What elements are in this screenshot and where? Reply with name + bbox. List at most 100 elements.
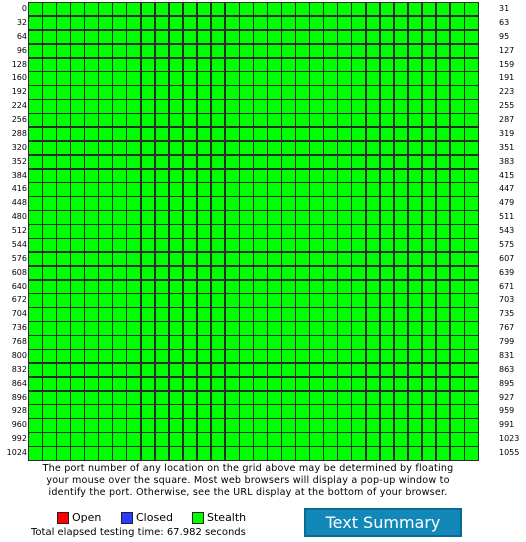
port-cell[interactable] [351,265,367,281]
port-cell[interactable] [84,113,99,128]
port-cell[interactable] [126,404,142,419]
port-cell[interactable] [295,85,310,100]
port-cell[interactable] [449,237,465,253]
port-cell[interactable] [309,113,324,128]
port-cell[interactable] [84,224,99,239]
port-cell[interactable] [98,29,113,45]
port-cell[interactable] [421,335,437,350]
port-cell[interactable] [42,210,57,225]
port-cell[interactable] [126,140,142,156]
port-cell[interactable] [84,404,99,419]
port-cell[interactable] [435,335,451,350]
port-cell[interactable] [168,126,184,142]
port-cell[interactable] [449,404,465,419]
port-cell[interactable] [281,279,296,295]
port-cell[interactable] [323,251,338,267]
port-cell[interactable] [393,321,409,336]
port-cell[interactable] [295,279,310,295]
port-cell[interactable] [98,390,113,406]
port-cell[interactable] [407,71,423,86]
port-cell[interactable] [112,307,128,322]
port-cell[interactable] [351,376,367,392]
port-cell[interactable] [323,71,338,86]
port-cell[interactable] [70,29,85,45]
port-cell[interactable] [98,196,113,211]
port-cell[interactable] [281,390,296,406]
port-cell[interactable] [463,196,479,211]
port-cell[interactable] [140,293,156,308]
port-cell[interactable] [323,362,338,378]
port-cell[interactable] [224,2,240,17]
port-cell[interactable] [168,237,184,253]
port-cell[interactable] [28,432,43,447]
port-cell[interactable] [407,196,423,211]
port-cell[interactable] [351,224,367,239]
port-cell[interactable] [309,251,324,267]
port-cell[interactable] [393,15,409,31]
port-cell[interactable] [42,237,57,253]
port-cell[interactable] [84,418,99,433]
port-cell[interactable] [182,390,198,406]
port-cell[interactable] [281,71,296,86]
port-cell[interactable] [70,113,85,128]
port-cell[interactable] [98,362,113,378]
port-cell[interactable] [210,376,226,392]
port-cell[interactable] [140,279,156,295]
port-cell[interactable] [323,348,338,364]
port-cell[interactable] [98,99,113,114]
port-cell[interactable] [323,446,338,461]
port-cell[interactable] [323,418,338,433]
port-cell[interactable] [379,418,395,433]
port-cell[interactable] [84,71,99,86]
port-cell[interactable] [126,307,142,322]
port-cell[interactable] [323,196,338,211]
port-cell[interactable] [224,251,240,267]
port-cell[interactable] [379,210,395,225]
port-cell[interactable] [449,251,465,267]
port-cell[interactable] [435,210,451,225]
port-cell[interactable] [463,418,479,433]
port-cell[interactable] [337,307,353,322]
port-cell[interactable] [182,154,198,170]
port-cell[interactable] [435,224,451,239]
port-cell[interactable] [224,390,240,406]
port-cell[interactable] [42,99,57,114]
port-cell[interactable] [210,224,226,239]
port-cell[interactable] [253,307,268,322]
port-cell[interactable] [253,2,268,17]
port-cell[interactable] [379,71,395,86]
port-cell[interactable] [98,307,113,322]
port-cell[interactable] [84,210,99,225]
port-cell[interactable] [309,279,324,295]
port-cell[interactable] [323,432,338,447]
port-cell[interactable] [351,196,367,211]
port-cell[interactable] [210,182,226,197]
port-cell[interactable] [309,210,324,225]
port-cell[interactable] [168,390,184,406]
port-cell[interactable] [295,335,310,350]
port-cell[interactable] [365,2,381,17]
port-cell[interactable] [267,237,282,253]
port-cell[interactable] [42,29,57,45]
port-cell[interactable] [168,446,184,461]
port-cell[interactable] [70,279,85,295]
port-cell[interactable] [42,265,57,281]
port-cell[interactable] [196,126,212,142]
port-cell[interactable] [253,140,268,156]
port-cell[interactable] [295,237,310,253]
port-cell[interactable] [56,432,71,447]
port-cell[interactable] [351,210,367,225]
port-cell[interactable] [281,15,296,31]
port-cell[interactable] [449,57,465,72]
port-cell[interactable] [70,154,85,170]
port-cell[interactable] [42,168,57,184]
port-cell[interactable] [168,404,184,419]
port-cell[interactable] [140,251,156,267]
port-cell[interactable] [323,140,338,156]
port-cell[interactable] [323,85,338,100]
port-cell[interactable] [449,2,465,17]
port-cell[interactable] [140,376,156,392]
port-cell[interactable] [351,113,367,128]
port-cell[interactable] [98,43,113,59]
port-cell[interactable] [84,265,99,281]
